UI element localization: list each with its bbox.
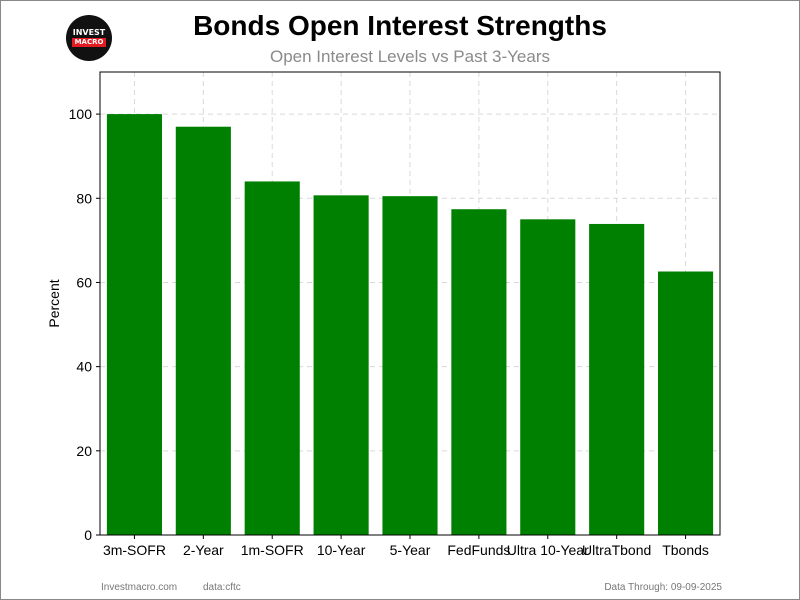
y-tick-label: 20 xyxy=(76,443,92,459)
bar-3m-sofr xyxy=(106,114,162,535)
x-tick-label: Tbonds xyxy=(662,542,709,558)
footer-data-through: Data Through: 09-09-2025 xyxy=(604,582,722,593)
bar-10-year xyxy=(313,195,369,536)
bar-ultratbond xyxy=(589,223,645,535)
y-tick-label: 40 xyxy=(76,359,92,375)
y-tick-label: 100 xyxy=(69,106,93,122)
footer-source: data:cftc xyxy=(203,582,241,593)
y-tick-label: 60 xyxy=(76,274,92,290)
bar-2-year xyxy=(175,126,231,535)
y-tick-label: 80 xyxy=(76,190,92,206)
footer-site: Investmacro.com xyxy=(101,582,178,593)
x-tick-label: Ultra 10-Year xyxy=(507,542,589,558)
x-tick-label: FedFunds xyxy=(447,542,510,558)
bar-5-year xyxy=(382,196,438,535)
bar-ultra-10-year xyxy=(520,219,576,535)
bar-1m-sofr xyxy=(244,181,300,535)
x-tick-label: UltraTbond xyxy=(582,542,651,558)
bar-fedfunds xyxy=(451,209,507,535)
x-tick-label: 3m-SOFR xyxy=(103,542,166,558)
x-tick-label: 10-Year xyxy=(317,542,366,558)
chart-subtitle: Open Interest Levels vs Past 3-Years xyxy=(269,47,551,66)
y-axis-label: Percent xyxy=(46,279,62,327)
bar-tbonds xyxy=(658,271,714,535)
chart-title: Bonds Open Interest Strengths xyxy=(193,10,607,41)
logo-text-bottom: MACRO xyxy=(72,38,106,47)
x-tick-label: 5-Year xyxy=(390,542,431,558)
y-tick-label: 0 xyxy=(84,527,92,543)
x-tick-label: 2-Year xyxy=(183,542,224,558)
logo-text-top: INVEST xyxy=(72,28,106,37)
investmacro-logo: INVEST MACRO xyxy=(66,15,112,61)
x-tick-label: 1m-SOFR xyxy=(241,542,304,558)
